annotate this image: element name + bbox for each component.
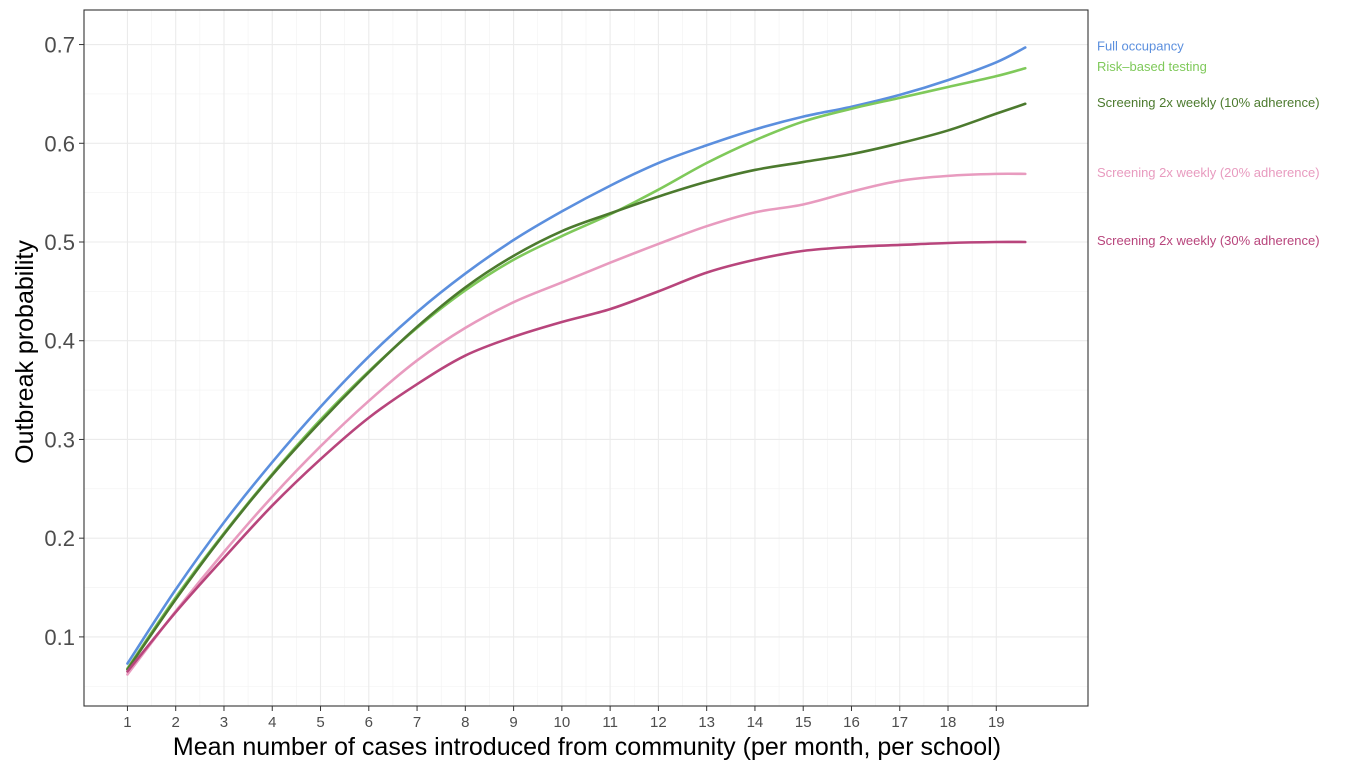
x-tick-label: 3 — [220, 714, 228, 731]
series-line-3 — [126, 102, 1027, 671]
x-tick-label: 14 — [747, 714, 764, 731]
x-tick-label: 2 — [172, 714, 180, 731]
x-axis-ticks: 1 2 3 4 5 6 7 8 9 10 11 12 13 14 15 16 17 18 19 — [123, 706, 1005, 731]
x-axis-title: Mean number of cases introduced from com… — [173, 733, 1001, 761]
series-label-1: Full occupancy — [1097, 39, 1184, 54]
y-tick-label: 0.2 — [44, 526, 75, 551]
series-label-2: Risk–based testing — [1097, 59, 1207, 74]
x-tick-label: 9 — [509, 714, 517, 731]
x-tick-label: 19 — [988, 714, 1005, 731]
y-tick-label: 0.5 — [44, 230, 75, 255]
x-tick-label: 8 — [461, 714, 469, 731]
x-tick-label: 11 — [602, 714, 618, 731]
x-tick-label: 5 — [316, 714, 324, 731]
x-tick-label: 4 — [268, 714, 276, 731]
series-label-5: Screening 2x weekly (30% adherence) — [1097, 233, 1320, 248]
y-axis-title: Outbreak probability — [11, 240, 39, 464]
y-axis-ticks: 0.1 0.2 0.3 0.4 0.5 0.6 0.7 — [44, 33, 84, 650]
y-tick-label: 0.7 — [44, 33, 75, 58]
x-tick-label: 13 — [698, 714, 715, 731]
series-lines — [126, 46, 1027, 676]
series-line-1 — [126, 46, 1027, 665]
x-tick-label: 6 — [365, 714, 373, 731]
series-line-4 — [126, 172, 1027, 676]
y-tick-label: 0.1 — [44, 625, 75, 650]
series-labels: Full occupancy Risk–based testing Screenin… — [1097, 39, 1320, 248]
x-tick-label: 1 — [123, 714, 131, 731]
y-tick-label: 0.6 — [44, 131, 75, 156]
plot-panel-border — [83, 9, 1089, 707]
x-tick-label: 16 — [843, 714, 860, 731]
x-tick-label: 15 — [795, 714, 812, 731]
series-label-3: Screening 2x weekly (10% adherence) — [1097, 95, 1320, 110]
x-tick-label: 10 — [554, 714, 571, 731]
x-tick-label: 18 — [940, 714, 957, 731]
series-line-2 — [126, 66, 1027, 670]
minor-gridlines — [84, 10, 1088, 706]
y-tick-label: 0.4 — [44, 329, 75, 354]
y-tick-label: 0.3 — [44, 427, 75, 452]
series-line-5 — [126, 240, 1027, 673]
x-tick-label: 12 — [650, 714, 667, 731]
x-tick-label: 17 — [891, 714, 908, 731]
series-label-4: Screening 2x weekly (20% adherence) — [1097, 165, 1320, 180]
x-tick-label: 7 — [413, 714, 421, 731]
